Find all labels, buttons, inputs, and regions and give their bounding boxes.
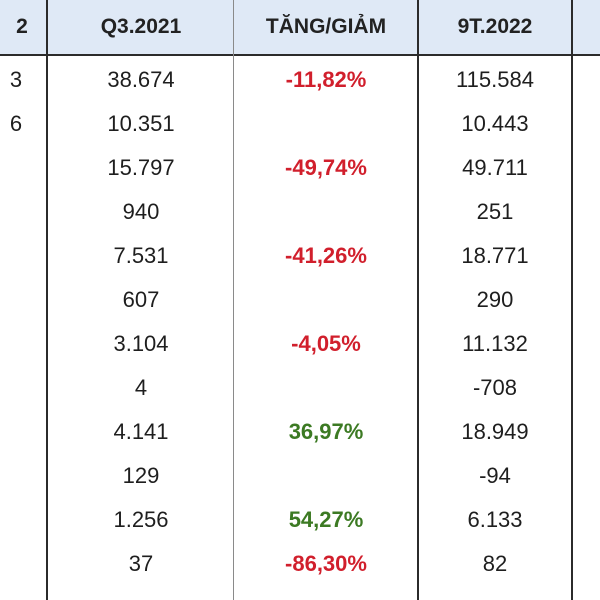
cell-change — [234, 190, 418, 234]
cell-q3-2021: 4.141 — [113, 419, 169, 444]
cell-change: -4,05% — [291, 331, 361, 356]
cell-9t-2022: 18.949 — [461, 419, 529, 444]
cell-partial-prev — [0, 498, 36, 542]
cell-change: -11,82% — [285, 67, 367, 92]
cell-partial-prev — [0, 542, 36, 586]
table-row: 37 -86,30% 82 — [0, 542, 600, 586]
table-row: 4.141 36,97% 18.949 — [0, 410, 600, 454]
cell-9t-2022: 82 — [482, 551, 508, 576]
cell-change: -41,26% — [285, 243, 367, 268]
table-row: 3.104 -4,05% 11.132 — [0, 322, 600, 366]
cell-9t-2022: -94 — [479, 463, 511, 488]
column-divider — [571, 0, 573, 600]
table-row: 129 -94 — [0, 454, 600, 498]
cell-q3-2021: 15.797 — [107, 155, 175, 180]
cell-change — [234, 366, 418, 410]
cell-q3-2021: 607 — [122, 287, 160, 312]
cell-partial-prev — [0, 146, 36, 190]
cell-9t-2022: 115.584 — [456, 67, 534, 92]
table-row: 7.531 -41,26% 18.771 — [0, 234, 600, 278]
cell-partial-prev — [0, 454, 36, 498]
table-row: 4 -708 — [0, 366, 600, 410]
cell-9t-2022: -708 — [472, 375, 518, 400]
cell-change — [234, 278, 418, 322]
table-row: 940 251 — [0, 190, 600, 234]
cell-partial-prev: 6 — [9, 111, 23, 136]
cell-change — [234, 454, 418, 498]
cell-q3-2021: 940 — [122, 199, 160, 224]
cell-9t-2022: 10.443 — [461, 111, 529, 136]
cell-9t-2022: 49.711 — [462, 155, 528, 180]
cell-q3-2021: 10.351 — [107, 111, 175, 136]
cell-change: -49,74% — [285, 155, 367, 180]
cell-9t-2022: 6.133 — [467, 507, 523, 532]
table-row: 6 10.351 10.443 — [0, 102, 600, 146]
cell-q3-2021: 129 — [122, 463, 160, 488]
cell-q3-2021: 3.104 — [113, 331, 169, 356]
cell-q3-2021: 4 — [134, 375, 148, 400]
column-divider — [233, 0, 234, 600]
cell-9t-2022: 11.132 — [462, 331, 528, 356]
header-9t-2022: 9T.2022 — [457, 15, 533, 38]
cell-partial-prev — [0, 366, 36, 410]
cell-change — [234, 102, 418, 146]
cell-partial-prev — [0, 278, 36, 322]
table-row: 1.256 54,27% 6.133 — [0, 498, 600, 542]
cell-q3-2021: 1.256 — [113, 507, 169, 532]
cell-q3-2021: 37 — [128, 551, 154, 576]
header-q3-2021: Q3.2021 — [100, 15, 182, 38]
cell-q3-2021: 7.531 — [113, 243, 169, 268]
cell-partial-prev: 3 — [9, 67, 23, 92]
cell-change: 54,27% — [288, 507, 364, 532]
cell-partial-prev — [0, 410, 36, 454]
header-change: TĂNG/GIẢM — [265, 15, 387, 38]
cell-partial-prev — [0, 234, 36, 278]
column-divider — [46, 0, 48, 600]
header-partial-prev: 2 — [16, 15, 28, 38]
table-row: 3 38.674 -11,82% 115.584 — [0, 58, 600, 102]
cell-9t-2022: 18.771 — [461, 243, 529, 268]
column-divider — [417, 0, 419, 600]
table-row: 15.797 -49,74% 49.711 — [0, 146, 600, 190]
cell-partial-prev — [0, 322, 36, 366]
cell-partial-prev — [0, 190, 36, 234]
cell-change: 36,97% — [288, 419, 364, 444]
cell-9t-2022: 290 — [476, 287, 514, 312]
cell-change: -86,30% — [285, 551, 367, 576]
cell-9t-2022: 251 — [476, 199, 514, 224]
table-header: 2 Q3.2021 TĂNG/GIẢM 9T.2022 — [0, 0, 600, 56]
table-row: 607 290 — [0, 278, 600, 322]
cell-q3-2021: 38.674 — [107, 67, 175, 92]
